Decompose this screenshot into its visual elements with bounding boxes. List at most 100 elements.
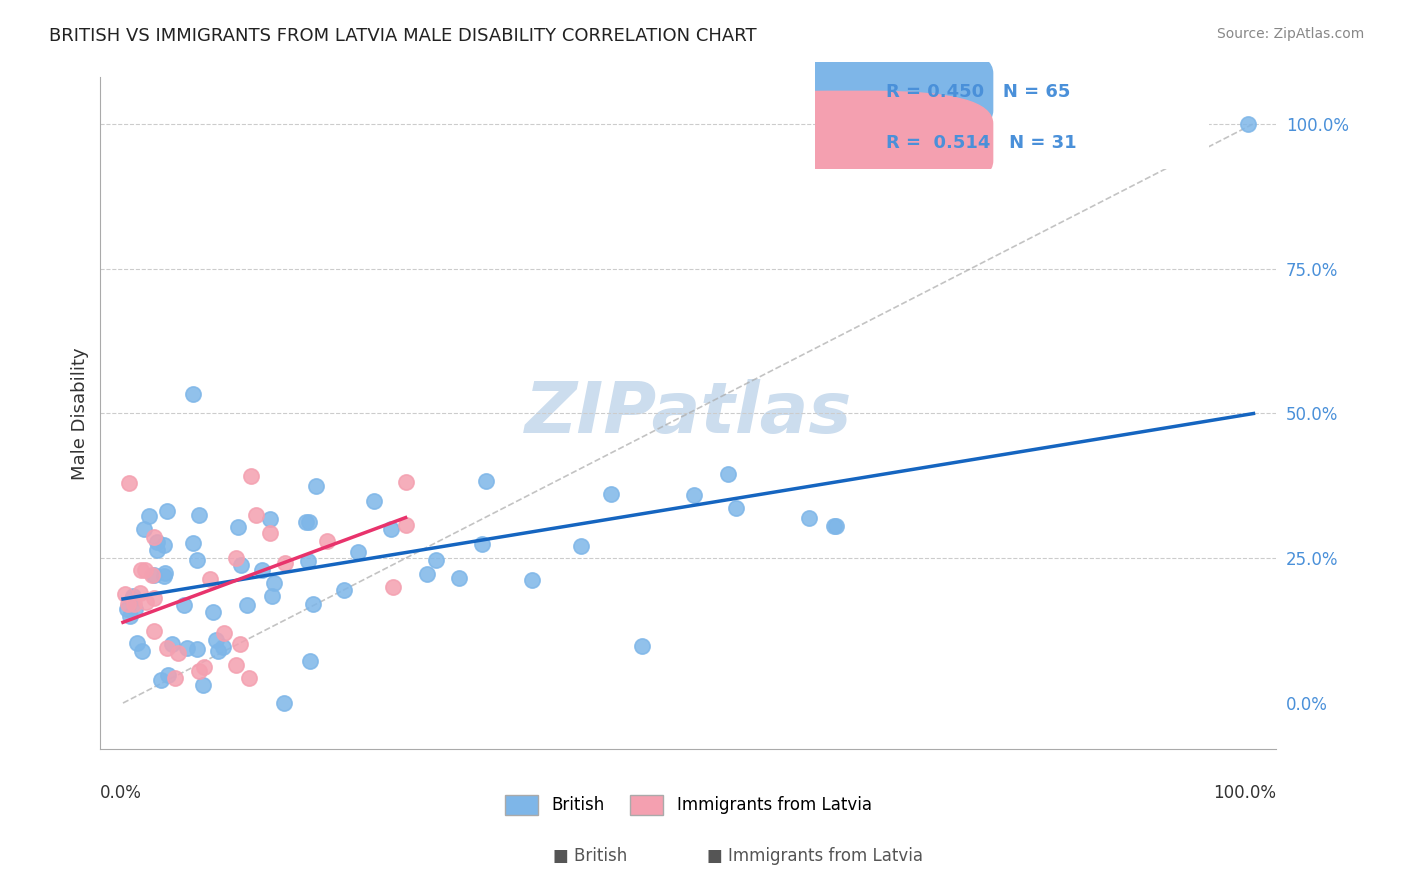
- Point: [294, 515, 316, 529]
- Point: [302, 597, 325, 611]
- Point: [600, 487, 623, 501]
- Point: [153, 569, 176, 583]
- Text: 100.0%: 100.0%: [1213, 784, 1277, 802]
- Point: [188, 508, 211, 522]
- Point: [142, 624, 165, 639]
- Point: [138, 508, 160, 523]
- Text: 0.0%: 0.0%: [100, 784, 142, 802]
- Point: [142, 568, 165, 582]
- Point: [304, 479, 326, 493]
- Point: [181, 536, 204, 550]
- Point: [117, 475, 139, 490]
- Point: [425, 553, 447, 567]
- Text: ■ Immigrants from Latvia: ■ Immigrants from Latvia: [707, 847, 924, 865]
- Point: [173, 599, 195, 613]
- Point: [262, 589, 284, 603]
- Text: Source: ZipAtlas.com: Source: ZipAtlas.com: [1216, 27, 1364, 41]
- Point: [363, 494, 385, 508]
- Point: [128, 586, 150, 600]
- Point: [449, 571, 471, 585]
- Point: [226, 520, 249, 534]
- Text: ZIPatlas: ZIPatlas: [524, 379, 852, 448]
- Point: [143, 530, 166, 544]
- Point: [198, 572, 221, 586]
- Point: [225, 657, 247, 672]
- Point: [212, 640, 235, 655]
- Point: [315, 534, 337, 549]
- Point: [415, 567, 437, 582]
- Point: [225, 550, 247, 565]
- Point: [229, 636, 252, 650]
- Point: [201, 605, 224, 619]
- Point: [522, 573, 544, 587]
- FancyBboxPatch shape: [709, 41, 993, 143]
- Point: [797, 511, 820, 525]
- Point: [825, 519, 848, 533]
- Point: [125, 635, 148, 649]
- Point: [380, 522, 402, 536]
- Point: [121, 591, 143, 606]
- Point: [682, 488, 704, 502]
- Point: [236, 598, 259, 612]
- Text: R =  0.514   N = 31: R = 0.514 N = 31: [886, 134, 1077, 152]
- Point: [188, 664, 211, 678]
- Point: [122, 597, 145, 611]
- Point: [135, 594, 157, 608]
- Point: [212, 626, 235, 640]
- Point: [259, 511, 281, 525]
- Point: [238, 671, 260, 685]
- Point: [724, 501, 747, 516]
- FancyBboxPatch shape: [807, 61, 1218, 171]
- Point: [181, 387, 204, 401]
- Point: [186, 553, 208, 567]
- Point: [132, 522, 155, 536]
- Legend: British, Immigrants from Latvia: British, Immigrants from Latvia: [498, 788, 879, 822]
- Point: [207, 644, 229, 658]
- Point: [475, 475, 498, 489]
- Point: [346, 545, 368, 559]
- FancyBboxPatch shape: [709, 91, 993, 193]
- Point: [134, 563, 156, 577]
- Point: [298, 654, 321, 668]
- Point: [471, 537, 494, 551]
- Point: [569, 540, 592, 554]
- Point: [124, 602, 146, 616]
- Point: [142, 591, 165, 605]
- Point: [204, 632, 226, 647]
- Point: [717, 467, 740, 481]
- Point: [394, 517, 416, 532]
- Point: [131, 644, 153, 658]
- Point: [273, 696, 295, 710]
- Text: BRITISH VS IMMIGRANTS FROM LATVIA MALE DISABILITY CORRELATION CHART: BRITISH VS IMMIGRANTS FROM LATVIA MALE D…: [49, 27, 756, 45]
- Point: [193, 660, 215, 674]
- Point: [163, 671, 186, 685]
- Point: [115, 601, 138, 615]
- Point: [121, 590, 143, 604]
- Point: [129, 563, 152, 577]
- Point: [157, 668, 180, 682]
- Point: [117, 597, 139, 611]
- Point: [394, 475, 416, 489]
- Point: [259, 525, 281, 540]
- Y-axis label: Male Disability: Male Disability: [72, 347, 89, 480]
- Point: [150, 673, 173, 688]
- Point: [141, 568, 163, 582]
- Point: [298, 515, 321, 529]
- Point: [1237, 117, 1260, 131]
- Point: [120, 608, 142, 623]
- Point: [239, 468, 262, 483]
- Point: [823, 518, 845, 533]
- Point: [160, 637, 183, 651]
- Point: [156, 641, 179, 656]
- Point: [146, 535, 169, 549]
- Text: ■ British: ■ British: [554, 847, 627, 865]
- Point: [114, 587, 136, 601]
- Point: [153, 566, 176, 581]
- Point: [382, 580, 405, 594]
- Point: [176, 640, 198, 655]
- Point: [152, 538, 174, 552]
- Point: [245, 508, 267, 523]
- Point: [167, 646, 190, 660]
- Point: [274, 556, 297, 570]
- Point: [630, 639, 652, 653]
